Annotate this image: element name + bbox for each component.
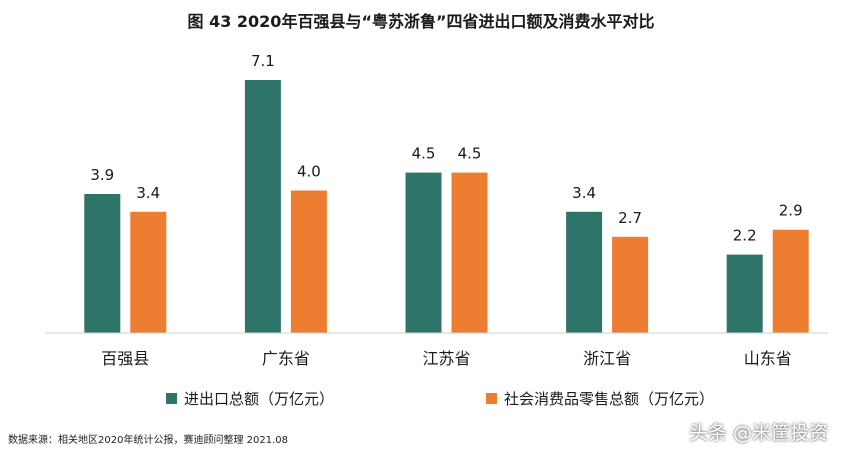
x-tick-label-2: 江苏省 — [422, 349, 470, 368]
legend: 进出口总额（万亿元） 社会消费品零售总额（万亿元） — [0, 388, 842, 410]
bar-series1-4 — [726, 254, 763, 333]
bar-series2-4 — [772, 229, 809, 333]
legend-swatch-series-1 — [166, 393, 177, 404]
legend-item-series-2: 社会消费品零售总额（万亿元） — [486, 388, 714, 409]
data-label-series2-0: 3.4 — [136, 184, 160, 202]
data-label-series2-1: 4.0 — [297, 163, 321, 181]
bars-group — [84, 80, 809, 333]
data-label-series2-3: 2.7 — [618, 209, 642, 227]
bar-series2-0 — [130, 211, 167, 333]
bar-series1-1 — [244, 80, 281, 333]
x-tick-labels-group: 百强县 广东省 江苏省 浙江省 山东省 — [101, 349, 791, 368]
data-label-series1-1: 7.1 — [251, 52, 275, 70]
source-note: 数据来源：相关地区2020年统计公报，赛迪顾问整理 2021.08 — [8, 435, 288, 446]
data-label-series1-3: 3.4 — [572, 184, 596, 202]
x-tick-label-4: 山东省 — [744, 349, 792, 368]
legend-swatch-series-2 — [486, 393, 497, 404]
data-label-series1-2: 4.5 — [412, 145, 436, 163]
bar-series1-2 — [405, 172, 442, 333]
legend-label-series-1: 进出口总额（万亿元） — [184, 390, 335, 408]
watermark: 头条 @米筐投资 — [688, 422, 828, 444]
data-label-series2-4: 2.9 — [779, 202, 803, 220]
bar-series2-2 — [451, 172, 488, 333]
x-tick-label-0: 百强县 — [101, 349, 149, 368]
bar-series1-3 — [566, 211, 603, 333]
bar-series2-1 — [290, 190, 327, 333]
chart-title: 图 43 2020年百强县与“粤苏浙鲁”四省进出口额及消费水平对比 — [187, 12, 655, 31]
x-tick-label-1: 广东省 — [262, 349, 310, 368]
legend-label-series-2: 社会消费品零售总额（万亿元） — [504, 390, 715, 408]
data-label-series1-0: 3.9 — [90, 166, 114, 184]
x-tick-label-3: 浙江省 — [583, 349, 631, 368]
data-labels-group: 3.9 3.4 7.1 4.0 4.5 4.5 3.4 2.7 2.2 2.9 — [90, 52, 802, 245]
data-label-series2-2: 4.5 — [458, 145, 482, 163]
legend-item-series-1: 进出口总额（万亿元） — [166, 388, 334, 409]
bar-series2-3 — [612, 236, 649, 333]
data-label-series1-4: 2.2 — [733, 227, 757, 245]
bar-series1-0 — [84, 194, 121, 333]
